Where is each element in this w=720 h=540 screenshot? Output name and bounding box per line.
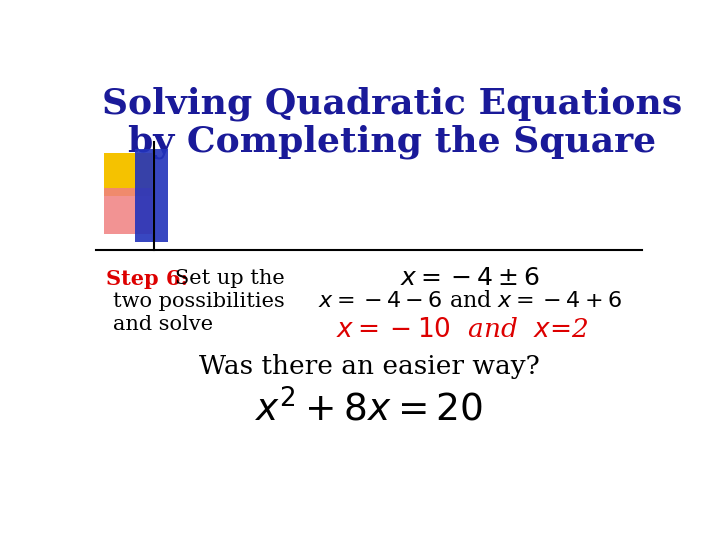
Text: $x=-4\pm6$: $x=-4\pm6$	[400, 267, 540, 289]
Text: Solving Quadratic Equations: Solving Quadratic Equations	[102, 86, 683, 120]
Text: by Completing the Square: by Completing the Square	[128, 125, 657, 159]
Text: Was there an easier way?: Was there an easier way?	[199, 354, 539, 379]
Bar	[104, 153, 152, 195]
Text: $x=-4-6$ and $x=-4+6$: $x=-4-6$ and $x=-4+6$	[318, 289, 622, 312]
Text: $\mathit{x}=-10$  and  $\mathit{x}$=2: $\mathit{x}=-10$ and $\mathit{x}$=2	[336, 318, 588, 342]
Text: two possibilities: two possibilities	[113, 292, 285, 311]
Text: and solve: and solve	[113, 315, 213, 334]
Text: $x^2+8x=20$: $x^2+8x=20$	[255, 390, 483, 429]
Bar	[135, 150, 168, 242]
Text: Set up the: Set up the	[175, 269, 285, 288]
Bar	[104, 188, 152, 234]
Text: Step 6:: Step 6:	[106, 269, 188, 289]
